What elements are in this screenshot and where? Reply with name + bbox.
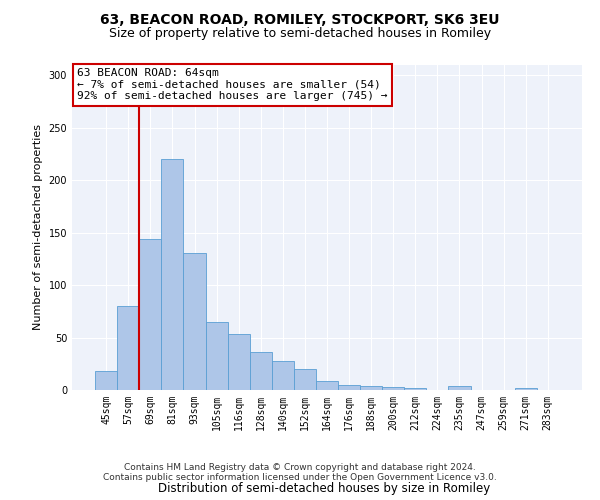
Text: Size of property relative to semi-detached houses in Romiley: Size of property relative to semi-detach… bbox=[109, 28, 491, 40]
Bar bbox=[250, 352, 272, 390]
Bar bbox=[95, 371, 117, 390]
Bar bbox=[139, 239, 161, 390]
Bar bbox=[338, 385, 360, 390]
Text: 63, BEACON ROAD, ROMILEY, STOCKPORT, SK6 3EU: 63, BEACON ROAD, ROMILEY, STOCKPORT, SK6… bbox=[100, 12, 500, 26]
Bar bbox=[206, 322, 227, 390]
Bar bbox=[294, 369, 316, 390]
Bar bbox=[184, 252, 206, 390]
Bar bbox=[448, 386, 470, 390]
Bar bbox=[382, 387, 404, 390]
Bar bbox=[227, 334, 250, 390]
Bar bbox=[272, 360, 294, 390]
Text: Contains public sector information licensed under the Open Government Licence v3: Contains public sector information licen… bbox=[103, 474, 497, 482]
Bar bbox=[316, 380, 338, 390]
Text: 63 BEACON ROAD: 64sqm
← 7% of semi-detached houses are smaller (54)
92% of semi-: 63 BEACON ROAD: 64sqm ← 7% of semi-detac… bbox=[77, 68, 388, 102]
Bar bbox=[404, 388, 427, 390]
Text: Distribution of semi-detached houses by size in Romiley: Distribution of semi-detached houses by … bbox=[158, 482, 490, 495]
Y-axis label: Number of semi-detached properties: Number of semi-detached properties bbox=[33, 124, 43, 330]
Text: Contains HM Land Registry data © Crown copyright and database right 2024.: Contains HM Land Registry data © Crown c… bbox=[124, 464, 476, 472]
Bar bbox=[360, 386, 382, 390]
Bar bbox=[161, 160, 184, 390]
Bar bbox=[515, 388, 537, 390]
Bar bbox=[117, 306, 139, 390]
